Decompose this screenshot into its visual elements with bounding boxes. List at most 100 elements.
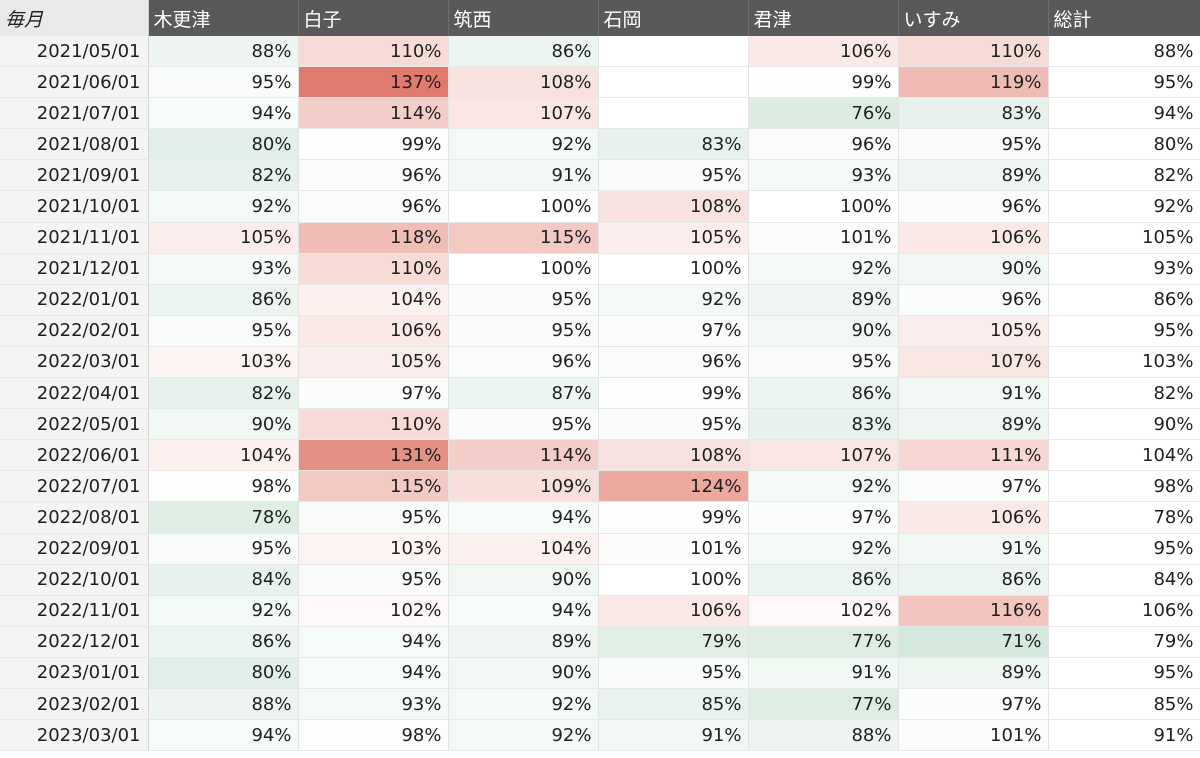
- cell-total[interactable]: 85%: [1048, 688, 1200, 721]
- cell-kimitsu[interactable]: 96%: [748, 128, 899, 161]
- date-cell[interactable]: 2021/07/01: [0, 97, 149, 130]
- cell-ishioka[interactable]: 101%: [598, 533, 749, 565]
- cell-total[interactable]: 92%: [1048, 190, 1200, 223]
- cell-shirako[interactable]: 131%: [298, 439, 449, 472]
- cell-chikusei[interactable]: 91%: [448, 159, 599, 192]
- cell-chikusei[interactable]: 87%: [448, 377, 599, 410]
- cell-kimitsu[interactable]: 97%: [748, 501, 899, 534]
- column-header-kimitsu[interactable]: 君津: [748, 0, 899, 36]
- cell-chikusei[interactable]: 86%: [448, 36, 599, 68]
- cell-total[interactable]: 82%: [1048, 159, 1200, 192]
- column-header-kisarazu[interactable]: 木更津: [148, 0, 299, 36]
- cell-kimitsu[interactable]: 92%: [748, 533, 899, 565]
- cell-isumi[interactable]: 83%: [898, 97, 1049, 130]
- cell-total[interactable]: 98%: [1048, 470, 1200, 503]
- cell-kimitsu[interactable]: 92%: [748, 470, 899, 503]
- cell-chikusei[interactable]: 92%: [448, 688, 599, 721]
- cell-total[interactable]: 105%: [1048, 222, 1200, 254]
- cell-total[interactable]: 104%: [1048, 439, 1200, 472]
- cell-shirako[interactable]: 95%: [298, 564, 449, 596]
- cell-kimitsu[interactable]: 93%: [748, 159, 899, 192]
- cell-isumi[interactable]: 89%: [898, 408, 1049, 441]
- cell-total[interactable]: 84%: [1048, 564, 1200, 596]
- cell-shirako[interactable]: 137%: [298, 66, 449, 99]
- cell-isumi[interactable]: 96%: [898, 284, 1049, 316]
- cell-isumi[interactable]: 105%: [898, 315, 1049, 347]
- cell-shirako[interactable]: 94%: [298, 626, 449, 658]
- cell-total[interactable]: 90%: [1048, 408, 1200, 441]
- cell-shirako[interactable]: 96%: [298, 190, 449, 223]
- cell-chikusei[interactable]: 95%: [448, 408, 599, 441]
- date-cell[interactable]: 2023/01/01: [0, 657, 149, 689]
- cell-kimitsu[interactable]: 86%: [748, 564, 899, 596]
- cell-ishioka[interactable]: 92%: [598, 284, 749, 316]
- cell-total[interactable]: 95%: [1048, 66, 1200, 99]
- cell-ishioka[interactable]: 105%: [598, 222, 749, 254]
- cell-kimitsu[interactable]: 76%: [748, 97, 899, 130]
- date-cell[interactable]: 2022/03/01: [0, 346, 149, 379]
- cell-kimitsu[interactable]: 100%: [748, 190, 899, 223]
- date-cell[interactable]: 2022/11/01: [0, 595, 149, 627]
- cell-total[interactable]: 86%: [1048, 284, 1200, 316]
- cell-ishioka[interactable]: 85%: [598, 688, 749, 721]
- cell-isumi[interactable]: 110%: [898, 36, 1049, 68]
- cell-chikusei[interactable]: 94%: [448, 595, 599, 627]
- cell-kisarazu[interactable]: 82%: [148, 159, 299, 192]
- cell-isumi[interactable]: 116%: [898, 595, 1049, 627]
- date-cell[interactable]: 2021/05/01: [0, 36, 149, 68]
- cell-total[interactable]: 88%: [1048, 36, 1200, 68]
- cell-shirako[interactable]: 105%: [298, 346, 449, 379]
- cell-kisarazu[interactable]: 88%: [148, 688, 299, 721]
- cell-ishioka[interactable]: 95%: [598, 657, 749, 689]
- cell-total[interactable]: 94%: [1048, 97, 1200, 130]
- column-header-chikusei[interactable]: 筑西: [448, 0, 599, 36]
- cell-kimitsu[interactable]: 88%: [748, 719, 899, 752]
- cell-kisarazu[interactable]: 104%: [148, 439, 299, 472]
- date-cell[interactable]: 2022/04/01: [0, 377, 149, 410]
- cell-chikusei[interactable]: 89%: [448, 626, 599, 658]
- cell-ishioka[interactable]: 95%: [598, 408, 749, 441]
- cell-total[interactable]: 95%: [1048, 315, 1200, 347]
- cell-kisarazu[interactable]: 80%: [148, 657, 299, 689]
- cell-total[interactable]: 78%: [1048, 501, 1200, 534]
- cell-isumi[interactable]: 101%: [898, 719, 1049, 752]
- cell-isumi[interactable]: 96%: [898, 190, 1049, 223]
- column-header-isumi[interactable]: いすみ: [898, 0, 1049, 36]
- date-cell[interactable]: 2023/02/01: [0, 688, 149, 721]
- cell-chikusei[interactable]: 108%: [448, 66, 599, 99]
- cell-ishioka[interactable]: 96%: [598, 346, 749, 379]
- cell-kisarazu[interactable]: 95%: [148, 66, 299, 99]
- date-cell[interactable]: 2022/06/01: [0, 439, 149, 472]
- date-cell[interactable]: 2022/10/01: [0, 564, 149, 596]
- cell-isumi[interactable]: 106%: [898, 501, 1049, 534]
- cell-shirako[interactable]: 110%: [298, 408, 449, 441]
- cell-isumi[interactable]: 71%: [898, 626, 1049, 658]
- cell-ishioka[interactable]: 108%: [598, 190, 749, 223]
- cell-chikusei[interactable]: 90%: [448, 564, 599, 596]
- date-cell[interactable]: 2022/02/01: [0, 315, 149, 347]
- cell-shirako[interactable]: 103%: [298, 533, 449, 565]
- column-header-ishioka[interactable]: 石岡: [598, 0, 749, 36]
- cell-chikusei[interactable]: 90%: [448, 657, 599, 689]
- date-cell[interactable]: 2021/11/01: [0, 222, 149, 254]
- cell-chikusei[interactable]: 95%: [448, 284, 599, 316]
- cell-ishioka[interactable]: 100%: [598, 564, 749, 596]
- cell-shirako[interactable]: 110%: [298, 253, 449, 285]
- cell-isumi[interactable]: 106%: [898, 222, 1049, 254]
- date-cell[interactable]: 2021/12/01: [0, 253, 149, 285]
- cell-chikusei[interactable]: 104%: [448, 533, 599, 565]
- date-cell[interactable]: 2021/08/01: [0, 128, 149, 161]
- cell-shirako[interactable]: 96%: [298, 159, 449, 192]
- cell-total[interactable]: 93%: [1048, 253, 1200, 285]
- cell-shirako[interactable]: 102%: [298, 595, 449, 627]
- cell-shirako[interactable]: 110%: [298, 36, 449, 68]
- cell-kisarazu[interactable]: 95%: [148, 315, 299, 347]
- cell-kisarazu[interactable]: 105%: [148, 222, 299, 254]
- cell-total[interactable]: 79%: [1048, 626, 1200, 658]
- cell-ishioka[interactable]: 83%: [598, 128, 749, 161]
- cell-kimitsu[interactable]: 102%: [748, 595, 899, 627]
- cell-chikusei[interactable]: 109%: [448, 470, 599, 503]
- cell-isumi[interactable]: 107%: [898, 346, 1049, 379]
- date-cell[interactable]: 2022/08/01: [0, 501, 149, 534]
- cell-isumi[interactable]: 91%: [898, 533, 1049, 565]
